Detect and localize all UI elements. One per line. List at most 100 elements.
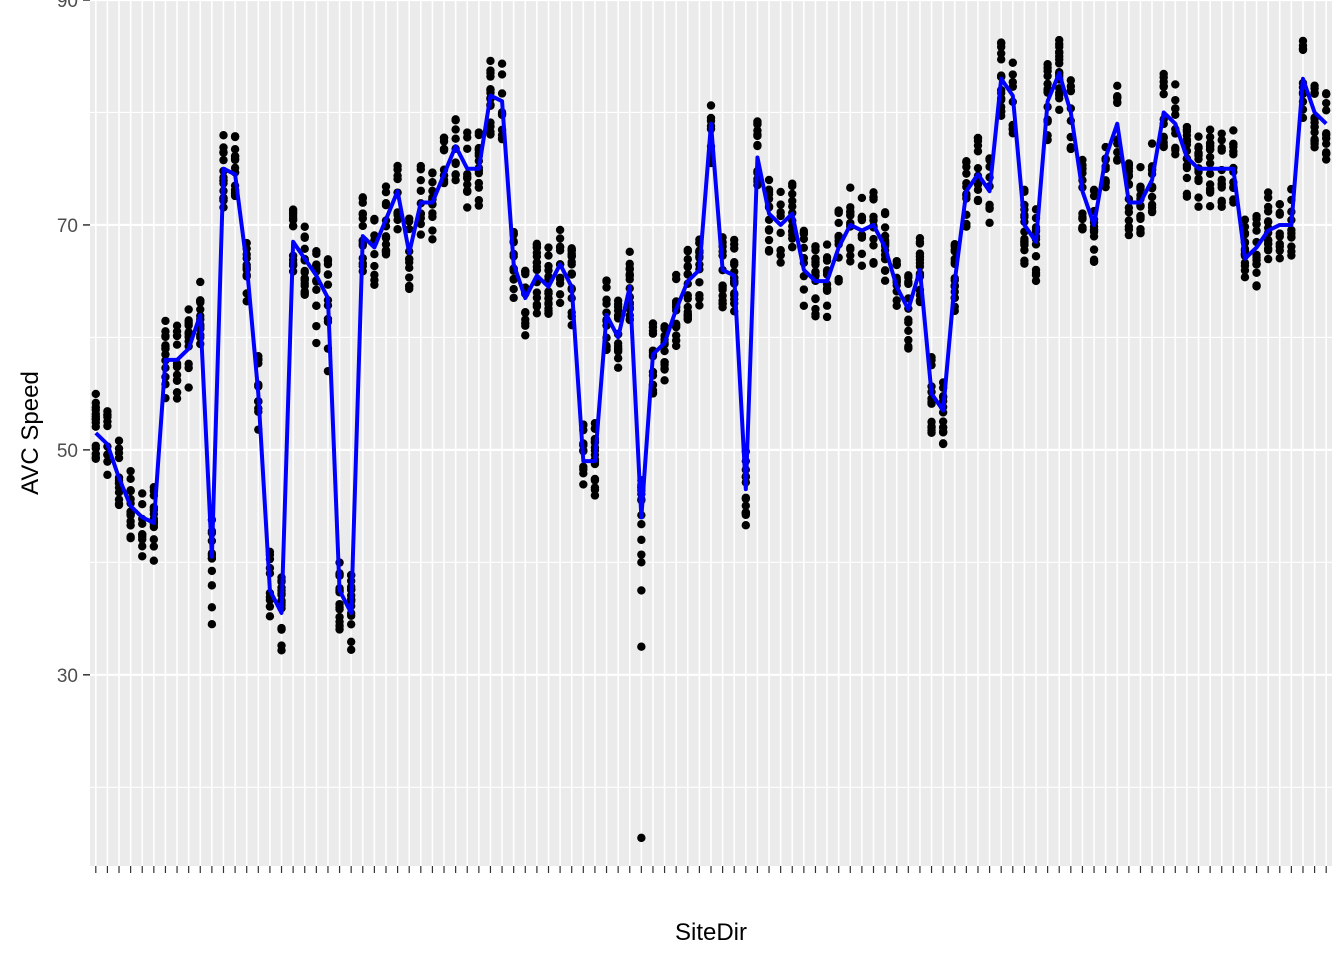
data-point xyxy=(741,501,751,510)
data-point xyxy=(532,288,542,297)
data-point xyxy=(1043,71,1052,81)
data-point xyxy=(753,140,762,150)
data-point xyxy=(730,257,739,267)
data-point xyxy=(114,453,124,463)
data-point xyxy=(1147,192,1157,202)
data-point xyxy=(637,586,646,595)
data-point xyxy=(346,637,356,646)
data-point xyxy=(1229,126,1238,135)
data-point xyxy=(184,363,193,373)
data-point xyxy=(1089,257,1099,266)
data-point xyxy=(138,489,147,498)
data-point xyxy=(880,276,890,285)
data-point xyxy=(1275,229,1284,238)
data-point xyxy=(869,234,878,244)
data-point xyxy=(1205,125,1215,134)
data-point xyxy=(1020,256,1029,265)
data-point xyxy=(904,318,913,327)
data-point xyxy=(532,309,542,318)
data-point xyxy=(91,405,101,415)
data-point xyxy=(1321,106,1331,115)
data-point xyxy=(869,241,878,250)
data-point xyxy=(300,268,309,277)
data-point xyxy=(103,421,112,431)
data-point xyxy=(219,155,228,165)
data-point xyxy=(637,558,646,567)
data-point xyxy=(486,56,495,66)
data-point xyxy=(567,260,576,269)
data-point xyxy=(161,350,170,359)
data-point xyxy=(172,388,182,397)
data-point xyxy=(962,158,971,167)
data-point xyxy=(497,70,507,79)
data-point xyxy=(1078,155,1087,165)
data-point xyxy=(1031,276,1041,286)
data-point xyxy=(846,251,855,260)
data-point xyxy=(915,239,925,248)
data-point xyxy=(869,259,878,268)
data-point xyxy=(718,281,727,291)
data-point xyxy=(996,55,1006,64)
data-point xyxy=(288,211,298,221)
data-point xyxy=(811,294,820,303)
data-point xyxy=(753,126,762,135)
data-point xyxy=(625,247,634,257)
data-point xyxy=(1066,76,1076,85)
data-point xyxy=(822,285,832,294)
data-point xyxy=(555,225,565,235)
data-point xyxy=(869,192,878,202)
data-point xyxy=(265,602,275,611)
data-point xyxy=(300,273,309,283)
data-point xyxy=(393,225,402,234)
data-point xyxy=(1321,90,1331,99)
data-point xyxy=(1321,155,1331,164)
data-point xyxy=(683,245,692,255)
data-point xyxy=(1275,254,1284,263)
data-point xyxy=(207,619,217,629)
data-point xyxy=(521,331,530,340)
data-point xyxy=(822,256,832,265)
data-point xyxy=(927,399,936,408)
data-point xyxy=(393,165,402,174)
data-point xyxy=(1217,179,1226,188)
data-point xyxy=(1275,246,1284,255)
data-point xyxy=(161,342,170,351)
data-point xyxy=(405,254,414,264)
data-point xyxy=(613,354,623,363)
data-point xyxy=(300,290,309,299)
data-point xyxy=(1124,230,1134,240)
data-point xyxy=(497,89,507,98)
data-point xyxy=(904,279,913,289)
data-point xyxy=(1147,139,1157,148)
data-point xyxy=(265,612,275,621)
data-point xyxy=(613,296,623,305)
data-point xyxy=(846,245,855,254)
data-point xyxy=(613,302,623,312)
data-point xyxy=(439,144,449,154)
data-point xyxy=(1159,89,1168,99)
data-point xyxy=(161,327,170,336)
data-point xyxy=(671,341,681,351)
data-point xyxy=(857,213,867,222)
data-point xyxy=(1252,226,1261,235)
data-point xyxy=(788,189,797,199)
data-point xyxy=(428,226,437,235)
data-point xyxy=(230,155,240,165)
data-point xyxy=(811,260,820,269)
data-point xyxy=(114,436,124,445)
data-point xyxy=(776,187,785,197)
data-point xyxy=(788,202,797,211)
data-point xyxy=(625,264,634,273)
data-point xyxy=(196,305,205,314)
data-point xyxy=(1136,211,1145,221)
data-point xyxy=(741,521,751,530)
data-point xyxy=(904,342,913,351)
data-point xyxy=(138,552,147,561)
data-point xyxy=(172,321,182,330)
data-point xyxy=(880,208,890,217)
data-point xyxy=(683,291,692,300)
data-point xyxy=(1182,122,1192,132)
data-point xyxy=(1089,245,1099,254)
data-point xyxy=(312,321,321,331)
